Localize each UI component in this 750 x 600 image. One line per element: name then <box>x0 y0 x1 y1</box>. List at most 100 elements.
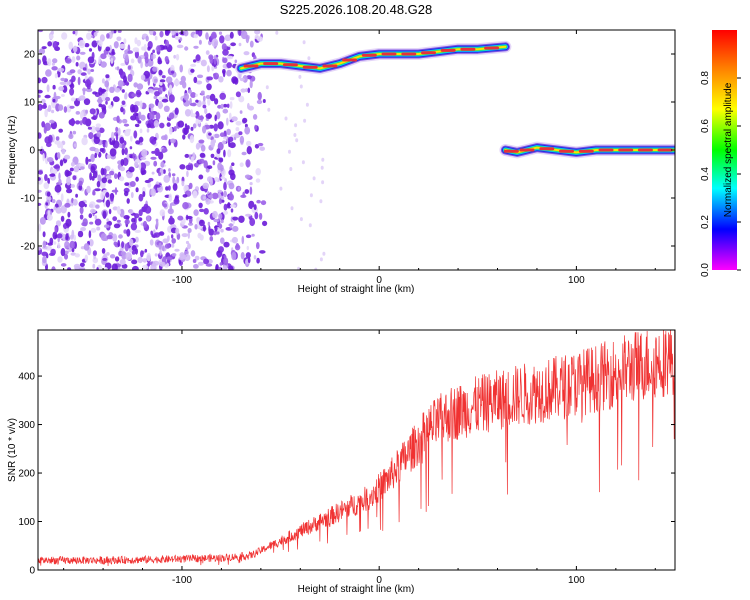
noise-blob <box>198 158 205 164</box>
noise-blob <box>241 151 247 156</box>
noise-blob <box>303 118 307 123</box>
noise-blob <box>70 117 75 127</box>
noise-blob <box>255 178 261 183</box>
noise-blob <box>109 86 115 94</box>
noise-blob <box>214 114 217 122</box>
noise-blob <box>297 266 301 270</box>
noise-blob <box>109 148 117 157</box>
noise-blob <box>195 30 199 35</box>
noise-blob <box>48 34 54 40</box>
noise-blob <box>102 210 107 219</box>
noise-blob <box>51 109 55 114</box>
noise-blob <box>177 120 185 128</box>
y-tick-label: 100 <box>18 517 35 528</box>
noise-blob <box>106 252 110 256</box>
noise-blob <box>219 132 225 137</box>
noise-blob <box>82 67 87 71</box>
noise-blob <box>184 46 189 51</box>
noise-blob <box>105 96 111 102</box>
noise-blob <box>213 55 217 60</box>
noise-blob <box>142 191 146 198</box>
noise-blob <box>105 100 108 105</box>
noise-blob <box>78 200 86 208</box>
noise-blob <box>72 199 78 206</box>
noise-blob <box>119 43 126 49</box>
noise-blob <box>249 217 256 227</box>
noise-blob <box>213 123 218 132</box>
noise-blob <box>69 83 75 89</box>
noise-blob <box>211 38 219 47</box>
noise-blob <box>246 146 252 155</box>
noise-blob <box>153 120 160 128</box>
noise-blob <box>197 225 203 230</box>
noise-blob <box>123 229 128 234</box>
noise-blob <box>163 105 170 113</box>
noise-blob <box>133 130 138 139</box>
noise-blob <box>61 32 68 40</box>
noise-blob <box>133 82 138 88</box>
noise-blob <box>72 175 77 181</box>
noise-blob <box>193 59 197 63</box>
noise-blob <box>131 250 136 255</box>
noise-blob <box>138 136 144 143</box>
noise-blob <box>91 35 94 39</box>
noise-blob <box>69 240 76 249</box>
noise-blob <box>226 203 232 209</box>
noise-blob <box>147 262 151 267</box>
noise-blob <box>135 140 141 145</box>
noise-blob <box>123 75 127 83</box>
noise-blob <box>73 143 77 148</box>
noise-blob <box>187 243 191 250</box>
x-tick-label: 100 <box>568 275 585 286</box>
noise-blob <box>302 40 306 45</box>
noise-blob <box>187 228 192 233</box>
noise-blob <box>71 56 76 63</box>
noise-blob <box>94 126 101 131</box>
noise-blob <box>38 89 43 94</box>
noise-blob <box>207 176 213 183</box>
noise-blob <box>106 218 109 222</box>
noise-blob <box>320 165 324 170</box>
noise-blob <box>119 166 126 172</box>
noise-blob <box>290 206 294 211</box>
noise-blob <box>83 243 90 251</box>
noise-blob <box>238 95 245 103</box>
noise-blob <box>184 253 191 262</box>
noise-blob <box>89 221 94 225</box>
noise-blob <box>65 250 69 255</box>
noise-blob <box>279 186 283 191</box>
noise-blob <box>58 172 61 181</box>
noise-blob <box>258 212 263 220</box>
noise-blob <box>140 61 143 69</box>
noise-blob <box>170 64 175 73</box>
noise-blob <box>140 250 144 258</box>
noise-blob <box>159 209 166 217</box>
noise-blob <box>82 116 88 125</box>
noise-blob <box>229 142 236 149</box>
noise-blob <box>213 218 220 223</box>
noise-blob <box>190 63 197 67</box>
noise-blob <box>139 128 143 134</box>
noise-blob <box>249 186 253 195</box>
noise-blob <box>111 263 118 270</box>
noise-blob <box>128 166 135 173</box>
noise-blob <box>179 164 186 170</box>
noise-blob <box>135 176 139 182</box>
noise-blob <box>158 231 165 236</box>
noise-blob <box>103 224 110 228</box>
noise-blob <box>107 179 113 184</box>
chart-title: S225.2026.108.20.48.G28 <box>280 2 433 17</box>
noise-blob <box>98 56 101 65</box>
noise-blob <box>223 190 228 198</box>
noise-blob <box>275 30 279 35</box>
noise-blob <box>254 124 258 131</box>
noise-blob <box>177 215 184 221</box>
noise-blob <box>65 170 72 176</box>
noise-blob <box>159 261 166 267</box>
noise-blob <box>69 87 75 96</box>
noise-blob <box>58 104 64 111</box>
noise-blob <box>205 198 211 205</box>
noise-blob <box>38 247 41 251</box>
noise-blob <box>162 84 166 92</box>
